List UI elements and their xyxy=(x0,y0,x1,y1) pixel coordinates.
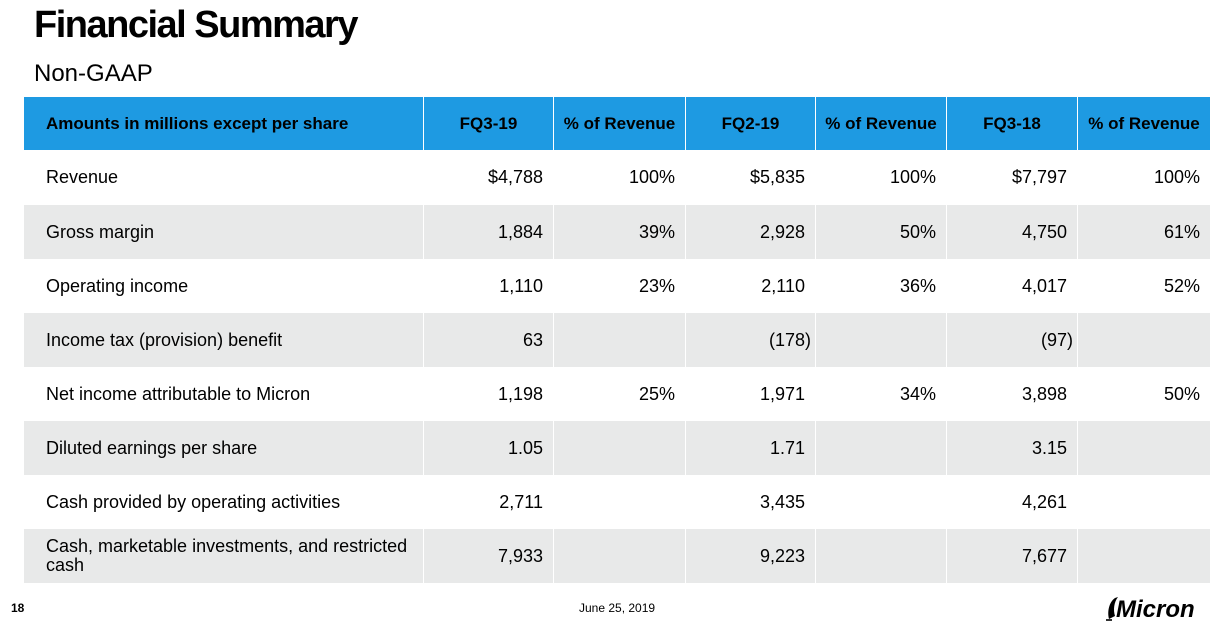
table-cell: 52% xyxy=(1078,259,1210,313)
table-cell: 3,898 xyxy=(947,367,1078,421)
table-cell: 1,198 xyxy=(424,367,554,421)
footer-date: June 25, 2019 xyxy=(579,601,656,615)
table-row: Diluted earnings per share 1.05 1.71 3.1… xyxy=(24,421,1210,475)
micron-logo: Micron xyxy=(1103,590,1215,624)
table-cell: 1,110 xyxy=(424,259,554,313)
table-cell: 34% xyxy=(816,367,947,421)
table-cell: 23% xyxy=(554,259,686,313)
table-cell xyxy=(816,421,947,475)
table-cell xyxy=(1078,421,1210,475)
table-cell xyxy=(1078,529,1210,583)
table-cell: $5,835 xyxy=(686,150,816,205)
table-cell: $4,788 xyxy=(424,150,554,205)
column-header: % of Revenue xyxy=(554,97,686,150)
table-cell xyxy=(554,529,686,583)
column-header: % of Revenue xyxy=(1078,97,1210,150)
table-cell: 1,884 xyxy=(424,205,554,259)
table-cell xyxy=(1078,475,1210,529)
slide-subtitle: Non-GAAP xyxy=(34,60,153,87)
table-cell xyxy=(554,421,686,475)
table-cell: (97) xyxy=(947,313,1078,367)
column-header: % of Revenue xyxy=(816,97,947,150)
table-cell: 25% xyxy=(554,367,686,421)
table-cell: 3.15 xyxy=(947,421,1078,475)
table-cell: 7,677 xyxy=(947,529,1078,583)
row-label: Cash, marketable investments, and restri… xyxy=(24,529,424,583)
table-cell: 1.71 xyxy=(686,421,816,475)
table-cell: 39% xyxy=(554,205,686,259)
table-cell xyxy=(816,313,947,367)
table-row: Gross margin 1,884 39% 2,928 50% 4,750 6… xyxy=(24,205,1210,259)
table-cell: 63 xyxy=(424,313,554,367)
table-cell: 36% xyxy=(816,259,947,313)
row-label: Diluted earnings per share xyxy=(24,421,424,475)
table-cell xyxy=(816,475,947,529)
table-cell: 3,435 xyxy=(686,475,816,529)
page-number: 18 xyxy=(11,601,25,615)
column-header: FQ3-18 xyxy=(947,97,1078,150)
table-row: Revenue $4,788 100% $5,835 100% $7,797 1… xyxy=(24,150,1210,205)
table-cell: 2,928 xyxy=(686,205,816,259)
row-label: Revenue xyxy=(24,150,424,205)
table-cell: 4,750 xyxy=(947,205,1078,259)
row-label: Income tax (provision) benefit xyxy=(24,313,424,367)
row-label: Gross margin xyxy=(24,205,424,259)
table-cell: (178) xyxy=(686,313,816,367)
table-cell xyxy=(1078,313,1210,367)
table-cell: 1.05 xyxy=(424,421,554,475)
column-header: Amounts in millions except per share xyxy=(24,97,424,150)
table-row: Income tax (provision) benefit 63 (178) … xyxy=(24,313,1210,367)
table-cell: $7,797 xyxy=(947,150,1078,205)
table-cell: 2,711 xyxy=(424,475,554,529)
table-cell: 100% xyxy=(554,150,686,205)
table-header-row: Amounts in millions except per share FQ3… xyxy=(24,97,1210,150)
table-cell: 50% xyxy=(816,205,947,259)
table-cell xyxy=(554,313,686,367)
table-cell xyxy=(816,529,947,583)
table-cell: 100% xyxy=(1078,150,1210,205)
table-cell: 50% xyxy=(1078,367,1210,421)
table-row: Cash, marketable investments, and restri… xyxy=(24,529,1210,583)
table-cell: 4,261 xyxy=(947,475,1078,529)
row-label: Operating income xyxy=(24,259,424,313)
column-header: FQ2-19 xyxy=(686,97,816,150)
table-cell: 4,017 xyxy=(947,259,1078,313)
table-row: Net income attributable to Micron 1,198 … xyxy=(24,367,1210,421)
table-cell: 1,971 xyxy=(686,367,816,421)
table-row: Operating income 1,110 23% 2,110 36% 4,0… xyxy=(24,259,1210,313)
row-label: Cash provided by operating activities xyxy=(24,475,424,529)
table-cell: 7,933 xyxy=(424,529,554,583)
financial-summary-table: Amounts in millions except per share FQ3… xyxy=(24,97,1210,583)
slide-title: Financial Summary xyxy=(34,4,358,46)
table-cell: 100% xyxy=(816,150,947,205)
column-header: FQ3-19 xyxy=(424,97,554,150)
row-label: Net income attributable to Micron xyxy=(24,367,424,421)
table-cell xyxy=(554,475,686,529)
logo-wordmark: Micron xyxy=(1116,596,1195,623)
micron-logo-icon: Micron xyxy=(1106,596,1195,623)
table-cell: 9,223 xyxy=(686,529,816,583)
table-row: Cash provided by operating activities 2,… xyxy=(24,475,1210,529)
table-cell: 61% xyxy=(1078,205,1210,259)
table-cell: 2,110 xyxy=(686,259,816,313)
